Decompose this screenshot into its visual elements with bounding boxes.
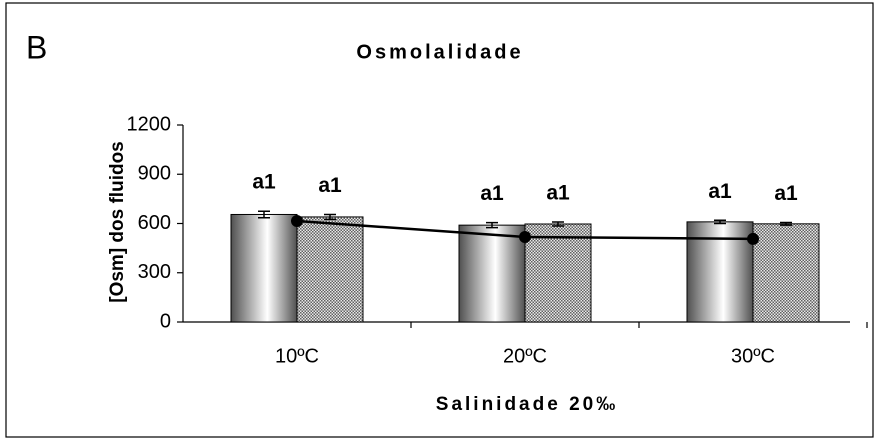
point (291, 215, 303, 228)
y-tick-label: 600 (138, 212, 171, 234)
y-tick-label: 0 (160, 310, 171, 332)
x-tick-label: 20ºC (503, 345, 547, 367)
data-label: a1 (318, 174, 342, 197)
error-bar (324, 213, 336, 221)
y-tick-label: 900 (138, 163, 171, 185)
data-label: a1 (708, 180, 732, 203)
error-bar (714, 219, 726, 225)
bar (458, 224, 526, 323)
error-bar (258, 210, 270, 219)
bar (524, 223, 592, 323)
point (519, 230, 531, 243)
y-axis-label: [Osm] dos fluidos (107, 141, 128, 303)
x-axis-label: Salinidade 20‰ (436, 394, 618, 415)
data-label: a1 (774, 182, 798, 205)
y-tick-label: 1200 (127, 113, 172, 135)
bar (752, 223, 820, 323)
y-tick-label: 300 (138, 261, 171, 283)
x-tick-label: 30ºC (731, 345, 775, 367)
bar (296, 216, 364, 323)
data-label: a1 (546, 182, 570, 205)
data-label: a1 (252, 171, 276, 194)
x-tick-label: 10ºC (275, 345, 319, 367)
frame (5, 2, 874, 438)
point (747, 232, 759, 245)
error-bar (552, 221, 564, 227)
data-label: a1 (480, 182, 504, 205)
chart-title: Osmolalidade (356, 41, 523, 63)
error-bar (780, 221, 792, 226)
bar (686, 221, 754, 323)
error-bar (486, 221, 498, 229)
panel-label: B (26, 29, 47, 65)
bar (230, 213, 298, 323)
